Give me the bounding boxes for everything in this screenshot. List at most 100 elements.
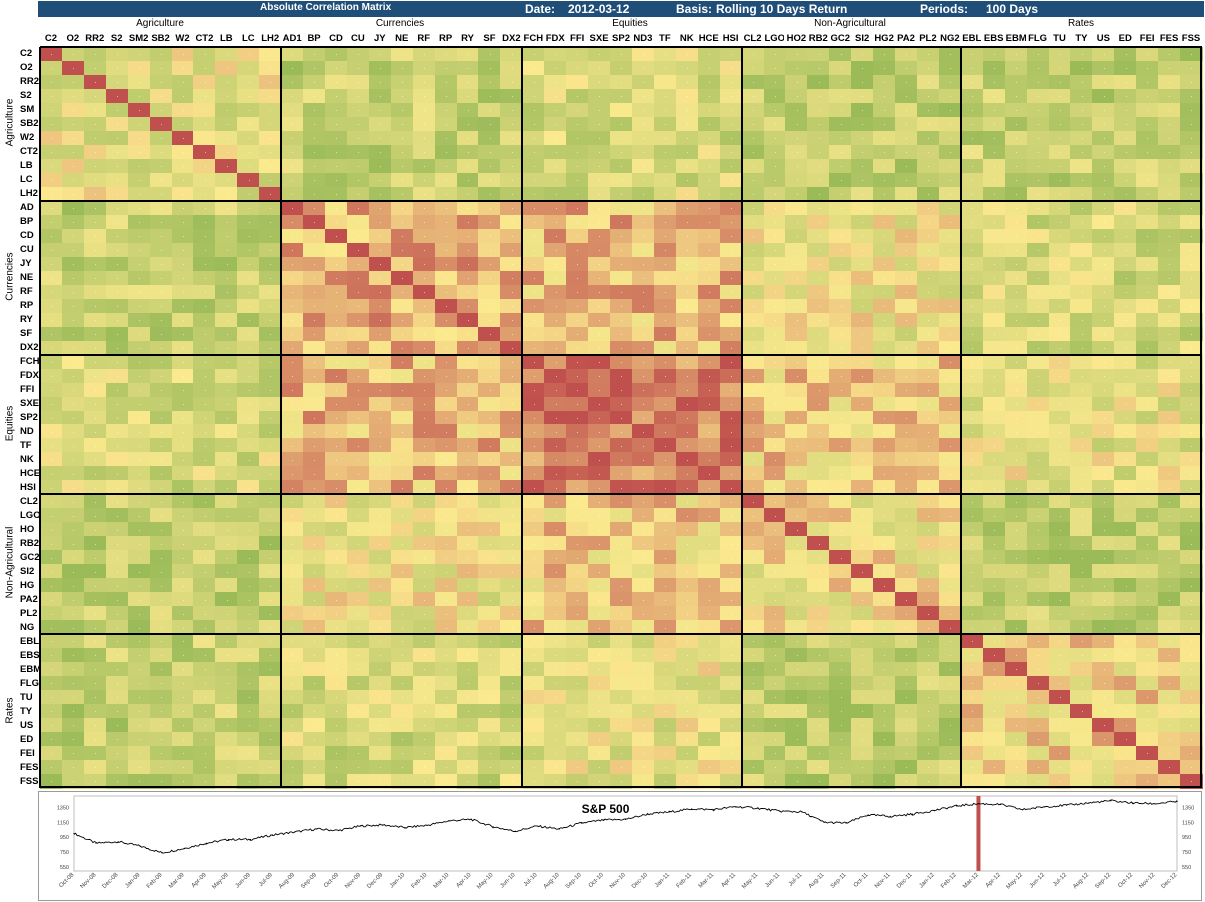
heatmap-cell-RR2-CT2 <box>193 74 216 90</box>
heatmap-cell-SI2-S2 <box>105 564 129 579</box>
x-tick-label-Feb-10: Feb-10 <box>411 872 429 890</box>
heatmap-cell-CD-RR2 <box>83 228 107 244</box>
heatmap-cell-LGO-RR2 <box>83 508 107 523</box>
heatmap-cell-HG2-BP <box>303 578 326 593</box>
heatmap-cell-ND3-ED <box>1114 424 1137 440</box>
heatmap-cell-PA2-CU <box>346 592 370 607</box>
heatmap-cell-DX2-CU <box>346 340 370 356</box>
heatmap-cell-LB-PL2 <box>916 158 940 174</box>
heatmap-cell-O2-EBS <box>982 60 1006 76</box>
column-label-SXE: SXE <box>589 33 609 44</box>
heatmap-cell-FCH-EBS <box>982 354 1006 370</box>
heatmap-cell-RP-W2 <box>171 298 195 314</box>
heatmap-cell-FFI-FCH <box>522 382 545 398</box>
heatmap-cell-BP-EBS <box>982 214 1006 230</box>
heatmap-cell-TU-EBM <box>1004 690 1028 705</box>
heatmap-cell-PA2-RP <box>434 592 458 607</box>
heatmap-cell-TY-PL2 <box>916 704 940 719</box>
column-label-CL2: CL2 <box>743 33 762 44</box>
heatmap-cell-AD1-SF <box>478 200 501 216</box>
heatmap-cell-FCH-CT2 <box>193 354 216 370</box>
heatmap-cell-FFI-SF <box>478 382 501 398</box>
heatmap-cell-ND3-SP2 <box>610 424 633 440</box>
heatmap-cell-S2-RR2 <box>83 88 107 104</box>
heatmap-cell-SI2-CT2 <box>193 564 216 579</box>
heatmap-cell-S2-TU <box>1048 88 1072 104</box>
heatmap-cell-DX2-SI2 <box>851 340 874 356</box>
heatmap-cell-NK-LC <box>237 452 260 468</box>
heatmap-cell-O2-SM2 <box>127 60 151 76</box>
heatmap-cell-SI2-ED <box>1114 564 1137 579</box>
heatmap-cell-NE-EBS <box>982 270 1006 286</box>
heatmap-cell-FDX-CL2 <box>741 368 765 384</box>
heatmap-cell-FSS-EBS <box>982 774 1006 789</box>
heatmap-cell-ED-HG2 <box>873 732 896 747</box>
heatmap-cell-BP-PL2 <box>916 214 940 230</box>
heatmap-cell-RY-NG2 <box>938 312 962 328</box>
heatmap-cell-RF-CL2 <box>741 284 765 300</box>
heatmap-cell-FCH-W2 <box>171 354 195 370</box>
heatmap-cell-EBM-EBS <box>982 662 1006 677</box>
heatmap-cell-FSS-TY <box>1070 774 1093 789</box>
column-label-SM2: SM2 <box>128 33 149 44</box>
heatmap-cell-SF-SF <box>478 326 501 342</box>
column-label-FDX: FDX <box>545 33 565 44</box>
heatmap-cell-ND3-HO2 <box>785 424 808 440</box>
heatmap-cell-TU-FFI <box>566 690 589 705</box>
heatmap-cell-FFI-CT2 <box>193 382 216 398</box>
heatmap-cell-ED-FLG <box>1026 732 1050 747</box>
heatmap-cell-FEI-PL2 <box>916 746 940 761</box>
heatmap-cell-HG2-RP <box>434 578 458 593</box>
heatmap-cell-LGO-LGO <box>763 508 787 523</box>
heatmap-cell-PA2-LC <box>237 592 260 607</box>
heatmap-cell-BP-RY <box>456 214 480 230</box>
heatmap-cell-JY-GC2 <box>829 256 852 272</box>
heatmap-cell-HG2-LGO <box>763 578 787 593</box>
heatmap-cell-FCH-HCE <box>697 354 721 370</box>
heatmap-cell-SI2-EBS <box>982 564 1006 579</box>
heatmap-cell-FEI-C2 <box>40 746 63 761</box>
heatmap-cell-BP-ED <box>1114 214 1137 230</box>
heatmap-cell-LGO-S2 <box>105 508 129 523</box>
heatmap-cell-NG2-US <box>1092 620 1115 635</box>
heatmap-cell-SM2-JY <box>368 102 392 118</box>
heatmap-cell-LH2-US <box>1092 186 1115 202</box>
heatmap-cell-CL2-EBM <box>1004 494 1028 509</box>
heatmap-cell-NK-RB2 <box>807 452 830 468</box>
heatmap-cell-C2-RB2 <box>807 47 830 62</box>
sp500-point-Nov-11 <box>889 815 891 817</box>
heatmap-cell-CU-FDX <box>544 242 567 258</box>
heatmap-cell-HSI-RP <box>434 480 458 495</box>
heatmap-cell-JY-HSI <box>719 256 743 272</box>
heatmap-cell-US-AD1 <box>281 718 304 733</box>
heatmap-cell-LGO-HO2 <box>785 508 808 523</box>
heatmap-cell-SP2-HCE <box>697 410 721 426</box>
heatmap-cell-GC2-TU <box>1048 550 1072 565</box>
heatmap-cell-W2-FES <box>1158 130 1181 146</box>
heatmap-cell-TU-LGO <box>763 690 787 705</box>
heatmap-cell-TU-AD1 <box>281 690 304 705</box>
heatmap-cell-NE-RR2 <box>83 270 107 286</box>
heatmap-cell-CD-HG2 <box>873 228 896 244</box>
heatmap-cell-O2-FDX <box>544 60 567 76</box>
heatmap-cell-SF-CD <box>325 326 348 342</box>
heatmap-cell-SXE-FES <box>1158 396 1181 412</box>
heatmap-cell-RP-SM2 <box>127 298 151 314</box>
heatmap-cell-LC-LGO <box>763 172 787 188</box>
heatmap-cell-S2-US <box>1092 88 1115 104</box>
heatmap-cell-GC2-EBM <box>1004 550 1028 565</box>
heatmap-cell-S2-BP <box>303 88 326 104</box>
column-label-HSI: HSI <box>722 33 739 44</box>
heatmap-cell-CU-ED <box>1114 242 1137 258</box>
heatmap-cell-CL2-FES <box>1158 494 1181 509</box>
heatmap-cell-O2-CD <box>325 60 348 76</box>
heatmap-cell-ND3-ND3 <box>631 424 655 440</box>
heatmap-cell-W2-ND3 <box>631 130 655 146</box>
heatmap-cell-EBL-HO2 <box>785 634 808 649</box>
heatmap-cell-NK-SP2 <box>610 452 633 468</box>
heatmap-cell-HO2-HSI <box>719 522 743 537</box>
heatmap-cell-BP-SB2 <box>149 214 173 230</box>
heatmap-cell-BP-CU <box>346 214 370 230</box>
heatmap-cell-BP-LGO <box>763 214 787 230</box>
heatmap-cell-DX2-ED <box>1114 340 1137 356</box>
